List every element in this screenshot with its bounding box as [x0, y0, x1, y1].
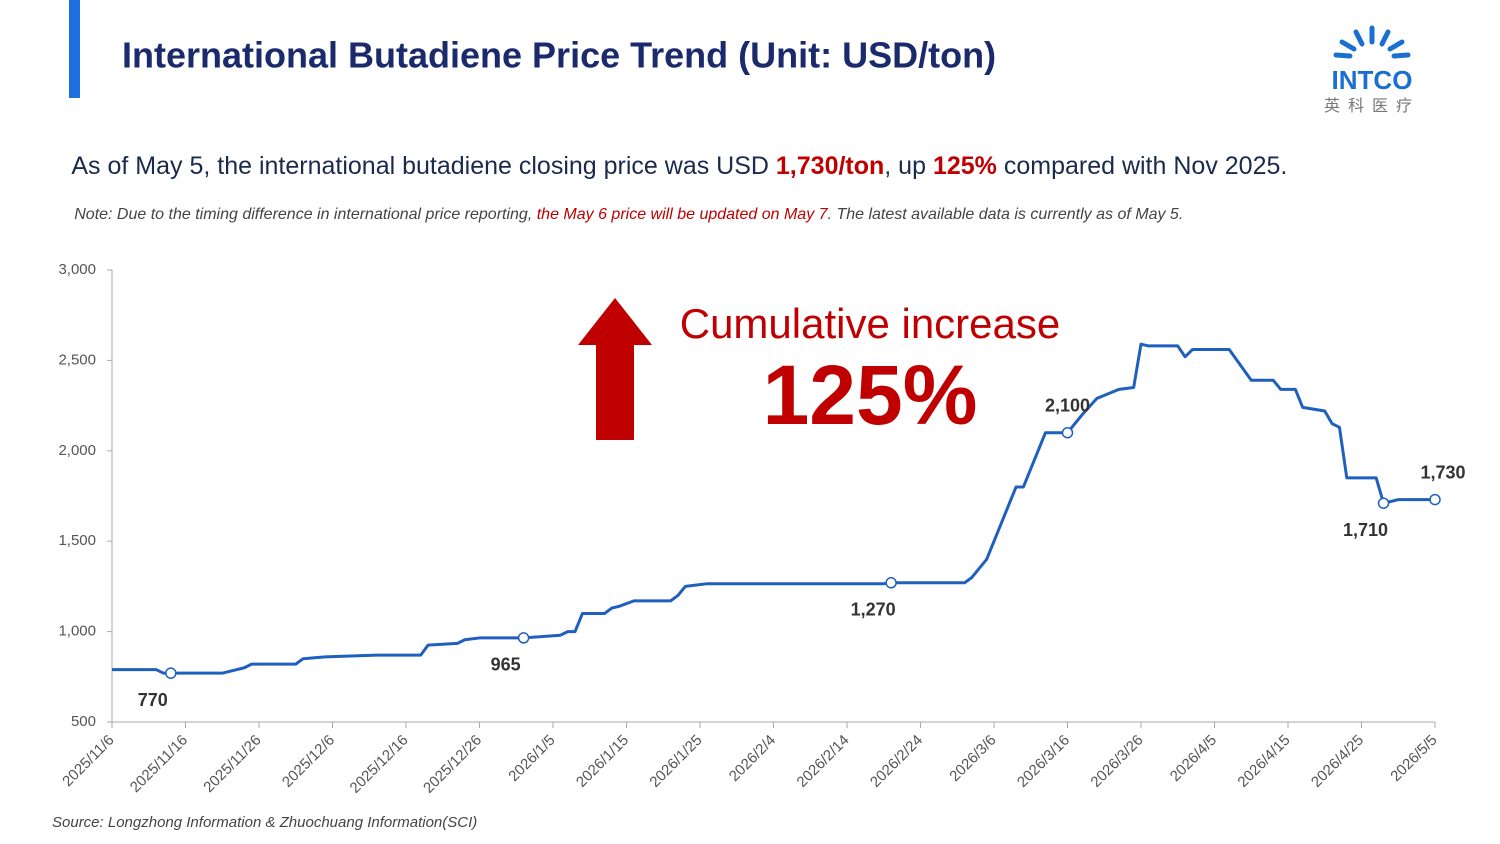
- note: Note: Due to the timing difference in in…: [52, 206, 1197, 223]
- x-tick-label: 2026/1/25: [646, 732, 705, 791]
- note-highlight: the May 6 price will be updated on May 7: [537, 206, 829, 223]
- summary-text: , up: [884, 152, 933, 180]
- y-tick-label: 3,000: [58, 261, 96, 278]
- x-tick-label: 2026/5/5: [1387, 732, 1440, 785]
- y-tick-label: 500: [71, 713, 96, 730]
- annotation-label: Cumulative increase: [680, 300, 1061, 347]
- value-label: 965: [491, 655, 521, 675]
- summary-price: 1,730/ton: [776, 152, 884, 180]
- x-tick-label: 2026/1/15: [573, 732, 632, 791]
- x-tick-label: 2026/1/5: [505, 732, 558, 785]
- summary-text: compared with Nov 2025.: [997, 152, 1287, 180]
- title-bar: [69, 0, 80, 98]
- x-tick-label: 2025/11/26: [200, 732, 264, 796]
- point-marker: [1377, 497, 1390, 509]
- value-label: 1,710: [1343, 520, 1388, 540]
- logo-text: INTCO: [1332, 65, 1413, 95]
- point-marker: [885, 577, 897, 589]
- source: Source: Longzhong Information & Zhuochua…: [52, 814, 477, 831]
- annotation-value: 125%: [763, 348, 978, 442]
- point-marker: [1429, 493, 1441, 506]
- x-tick-label: 2026/2/14: [793, 732, 852, 791]
- point-marker: [165, 667, 177, 679]
- x-tick-label: 2026/2/4: [726, 732, 779, 785]
- y-tick-label: 1,500: [58, 532, 96, 549]
- x-tick-label: 2025/11/6: [59, 732, 117, 790]
- y-tick-label: 1,000: [58, 623, 96, 640]
- summary-change: 125%: [933, 152, 997, 180]
- y-tick-label: 2,500: [58, 351, 96, 368]
- point-marker: [1061, 426, 1074, 439]
- note-text: Note: Due to the timing difference in in…: [74, 206, 536, 223]
- x-tick-label: 2025/12/26: [420, 732, 485, 797]
- value-label: 770: [138, 690, 168, 710]
- x-tick-label: 2025/12/6: [279, 732, 338, 791]
- summary: As of May 5, the international butadiene…: [38, 152, 1308, 180]
- x-tick-label: 2026/3/16: [1014, 732, 1073, 791]
- title: International Butadiene Price Trend (Uni…: [122, 35, 996, 76]
- point-marker: [517, 632, 530, 644]
- logo-rays: [1333, 25, 1411, 59]
- note-text: . The latest available data is currently…: [828, 206, 1184, 223]
- value-label: 2,100: [1045, 395, 1090, 415]
- summary-text: As of May 5, the international butadiene…: [71, 152, 776, 180]
- x-tick-label: 2026/4/15: [1234, 732, 1293, 791]
- x-tick-label: 2026/2/24: [867, 732, 926, 791]
- y-tick-label: 2,000: [58, 442, 96, 459]
- x-tick-label: 2026/3/26: [1087, 732, 1146, 791]
- logo-subtext: 英科医疗: [1324, 97, 1420, 115]
- x-tick-label: 2025/11/16: [127, 732, 191, 796]
- up-arrow: [578, 298, 652, 440]
- x-tick-label: 2026/4/25: [1308, 732, 1367, 791]
- x-tick-label: 2026/4/5: [1167, 732, 1220, 785]
- x-tick-label: 2025/12/16: [347, 732, 412, 797]
- x-tick-label: 2026/3/6: [946, 732, 999, 785]
- value-label: 1,730: [1420, 462, 1465, 482]
- value-label: 1,270: [851, 600, 896, 620]
